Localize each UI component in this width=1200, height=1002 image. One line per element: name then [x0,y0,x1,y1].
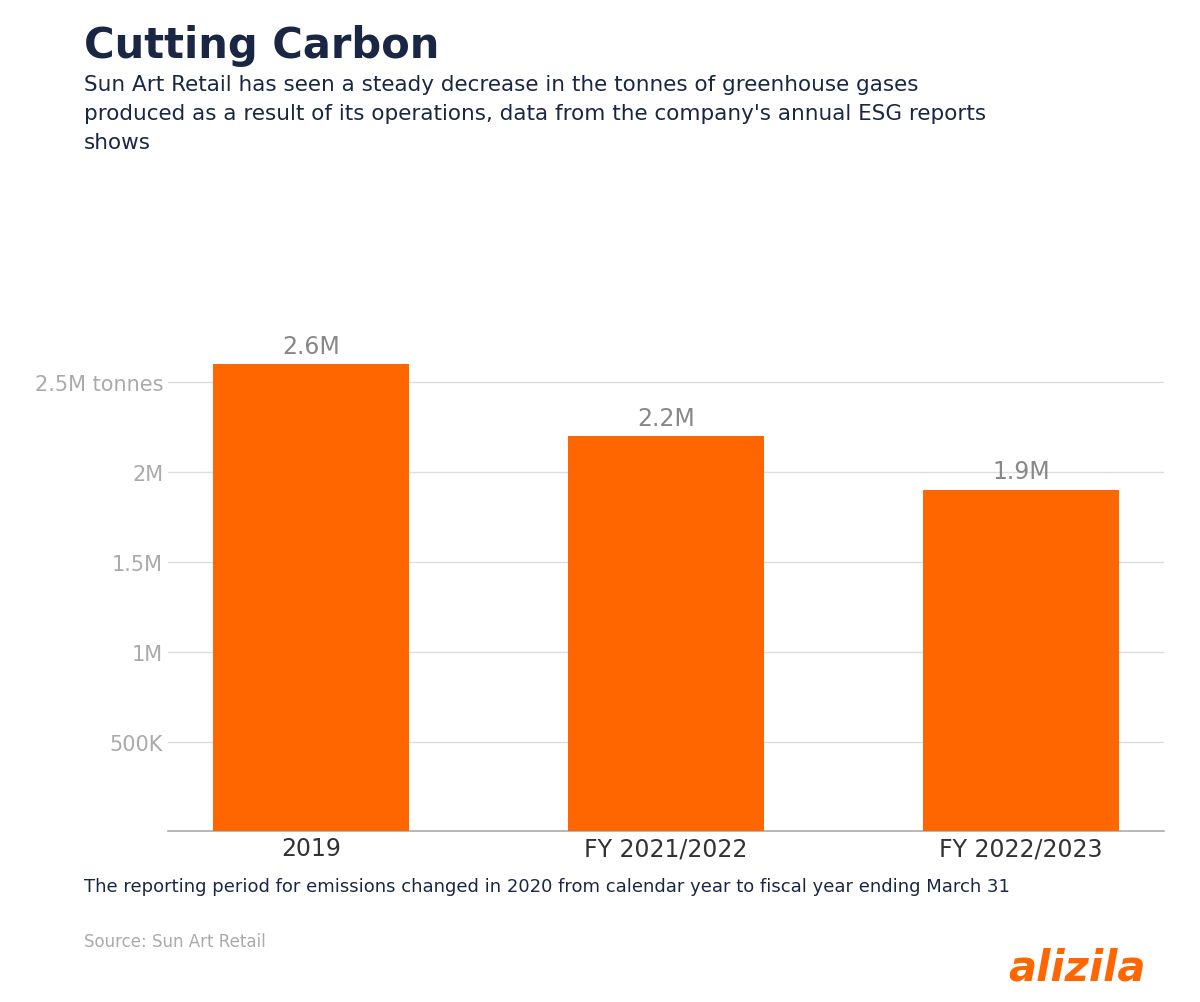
Bar [569,437,763,832]
Text: 2.6M: 2.6M [282,335,340,359]
Text: Sun Art Retail has seen a steady decrease in the tonnes of greenhouse gases
prod: Sun Art Retail has seen a steady decreas… [84,75,986,152]
Text: alizila: alizila [1008,947,1146,989]
Text: Cutting Carbon: Cutting Carbon [84,25,439,67]
Text: Source: Sun Art Retail: Source: Sun Art Retail [84,932,265,950]
Text: 2.2M: 2.2M [637,406,695,430]
Bar [924,490,1118,832]
Text: The reporting period for emissions changed in 2020 from calendar year to fiscal : The reporting period for emissions chang… [84,877,1010,895]
Text: 1.9M: 1.9M [992,460,1050,484]
Bar [214,365,408,832]
